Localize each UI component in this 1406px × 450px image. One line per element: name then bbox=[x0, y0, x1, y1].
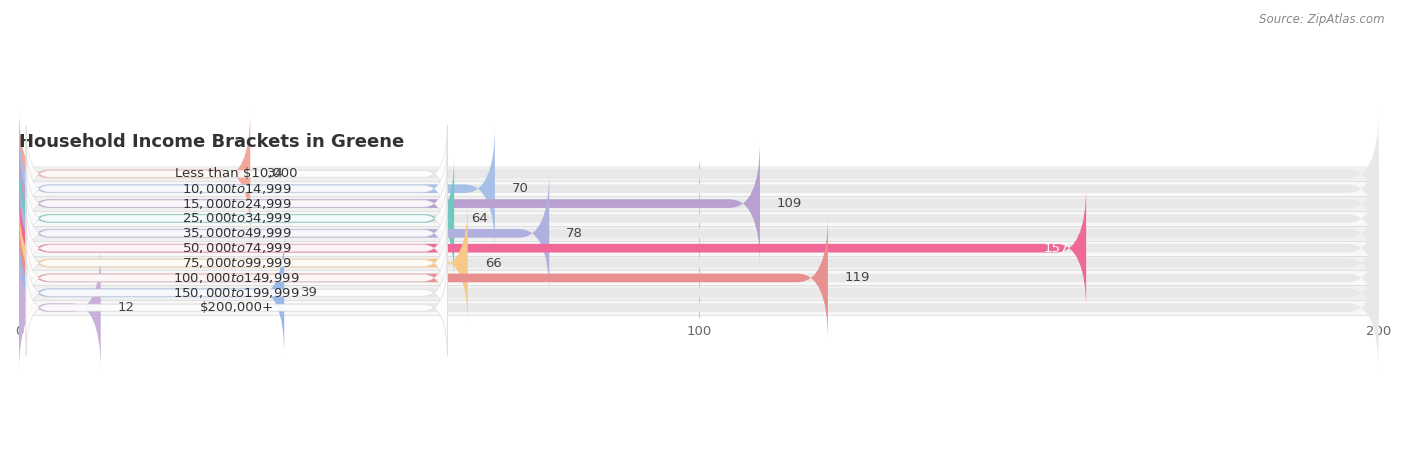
Bar bbox=[20, 211, 1378, 226]
FancyBboxPatch shape bbox=[20, 230, 1378, 356]
Bar bbox=[20, 241, 1378, 256]
Text: $10,000 to $14,999: $10,000 to $14,999 bbox=[181, 182, 291, 196]
Bar bbox=[20, 226, 1378, 241]
FancyBboxPatch shape bbox=[25, 155, 447, 252]
FancyBboxPatch shape bbox=[20, 200, 1378, 326]
FancyBboxPatch shape bbox=[20, 111, 1378, 236]
Text: 34: 34 bbox=[267, 167, 284, 180]
Text: 70: 70 bbox=[512, 182, 529, 195]
Bar bbox=[20, 270, 1378, 285]
Bar bbox=[20, 181, 1378, 196]
Text: 157: 157 bbox=[1043, 242, 1069, 255]
FancyBboxPatch shape bbox=[20, 171, 1378, 296]
FancyBboxPatch shape bbox=[25, 259, 447, 356]
Text: $15,000 to $24,999: $15,000 to $24,999 bbox=[181, 197, 291, 211]
FancyBboxPatch shape bbox=[20, 245, 1378, 370]
Text: $150,000 to $199,999: $150,000 to $199,999 bbox=[173, 286, 299, 300]
Text: $100,000 to $149,999: $100,000 to $149,999 bbox=[173, 271, 299, 285]
FancyBboxPatch shape bbox=[20, 126, 495, 251]
FancyBboxPatch shape bbox=[20, 156, 1378, 281]
Bar bbox=[20, 300, 1378, 315]
FancyBboxPatch shape bbox=[20, 141, 761, 266]
Text: 66: 66 bbox=[485, 256, 502, 270]
FancyBboxPatch shape bbox=[20, 111, 250, 236]
Bar bbox=[20, 256, 1378, 270]
Text: 109: 109 bbox=[778, 197, 803, 210]
FancyBboxPatch shape bbox=[25, 230, 447, 327]
FancyBboxPatch shape bbox=[20, 141, 1378, 266]
Text: 119: 119 bbox=[845, 271, 870, 284]
Text: $25,000 to $34,999: $25,000 to $34,999 bbox=[181, 212, 291, 225]
Text: $75,000 to $99,999: $75,000 to $99,999 bbox=[181, 256, 291, 270]
FancyBboxPatch shape bbox=[20, 156, 454, 281]
FancyBboxPatch shape bbox=[25, 140, 447, 237]
Text: 78: 78 bbox=[567, 227, 583, 240]
Text: Source: ZipAtlas.com: Source: ZipAtlas.com bbox=[1260, 14, 1385, 27]
FancyBboxPatch shape bbox=[20, 126, 1378, 251]
Bar bbox=[20, 166, 1378, 181]
FancyBboxPatch shape bbox=[20, 245, 101, 370]
FancyBboxPatch shape bbox=[25, 125, 447, 222]
Text: $50,000 to $74,999: $50,000 to $74,999 bbox=[181, 241, 291, 255]
FancyBboxPatch shape bbox=[20, 200, 468, 326]
FancyBboxPatch shape bbox=[20, 171, 550, 296]
FancyBboxPatch shape bbox=[25, 185, 447, 282]
Text: 64: 64 bbox=[471, 212, 488, 225]
Text: $35,000 to $49,999: $35,000 to $49,999 bbox=[181, 226, 291, 240]
FancyBboxPatch shape bbox=[25, 244, 447, 342]
FancyBboxPatch shape bbox=[20, 216, 828, 341]
Text: 12: 12 bbox=[118, 301, 135, 314]
FancyBboxPatch shape bbox=[20, 185, 1378, 311]
FancyBboxPatch shape bbox=[20, 185, 1087, 311]
Text: $200,000+: $200,000+ bbox=[200, 301, 274, 314]
Text: Household Income Brackets in Greene: Household Income Brackets in Greene bbox=[20, 133, 405, 151]
Text: 39: 39 bbox=[301, 286, 318, 299]
FancyBboxPatch shape bbox=[25, 170, 447, 267]
FancyBboxPatch shape bbox=[20, 230, 284, 356]
Bar bbox=[20, 196, 1378, 211]
FancyBboxPatch shape bbox=[20, 216, 1378, 341]
FancyBboxPatch shape bbox=[25, 215, 447, 312]
Text: Less than $10,000: Less than $10,000 bbox=[176, 167, 298, 180]
Bar bbox=[20, 285, 1378, 300]
FancyBboxPatch shape bbox=[25, 200, 447, 297]
